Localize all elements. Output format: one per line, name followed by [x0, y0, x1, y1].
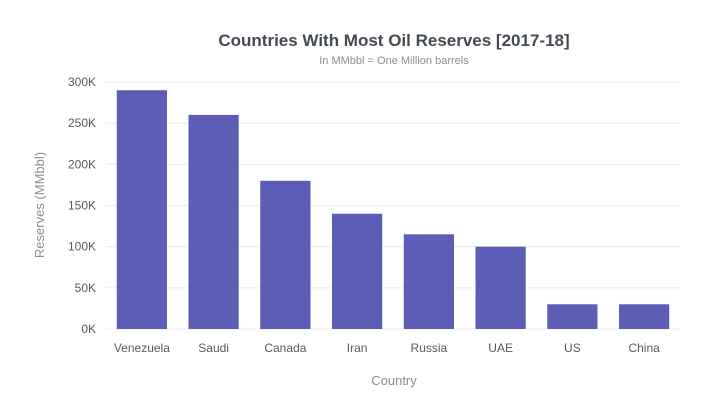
bar-saudi[interactable] [188, 114, 239, 329]
bar-venezuela[interactable] [116, 90, 167, 329]
y-tick-label: 250K [68, 116, 96, 130]
bars [116, 90, 670, 329]
bar-uae[interactable] [475, 246, 526, 329]
y-tick-label: 300K [68, 75, 96, 89]
y-tick-label: 50K [75, 281, 96, 295]
chart-subtitle: In MMbbl = One Million barrels [319, 55, 469, 67]
y-tick-label: 0K [81, 322, 96, 336]
y-axis-ticks: 0K 50K 100K 150K 200K 250K 300K [68, 75, 96, 336]
bar-canada[interactable] [260, 180, 311, 329]
x-axis-title: Country [371, 373, 417, 388]
x-axis-ticks: Venezuela Saudi Canada Iran Russia UAE US China [114, 341, 660, 355]
chart-title: Countries With Most Oil Reserves [2017-1… [218, 31, 569, 50]
x-tick-label: US [564, 341, 581, 355]
bar-iran[interactable] [332, 213, 383, 329]
y-tick-label: 150K [68, 199, 96, 213]
x-tick-label: Saudi [198, 341, 229, 355]
y-tick-label: 200K [68, 157, 96, 171]
bar-china[interactable] [619, 304, 670, 329]
bar-russia[interactable] [403, 234, 454, 329]
y-tick-label: 100K [68, 240, 96, 254]
x-tick-label: Iran [347, 341, 368, 355]
x-tick-label: China [628, 341, 660, 355]
x-tick-label: UAE [488, 341, 513, 355]
x-tick-label: Russia [411, 341, 448, 355]
x-tick-label: Venezuela [114, 341, 170, 355]
x-tick-label: Canada [264, 341, 306, 355]
bar-us[interactable] [547, 304, 598, 329]
y-axis-title: Reserves (MMbbl) [32, 152, 47, 258]
